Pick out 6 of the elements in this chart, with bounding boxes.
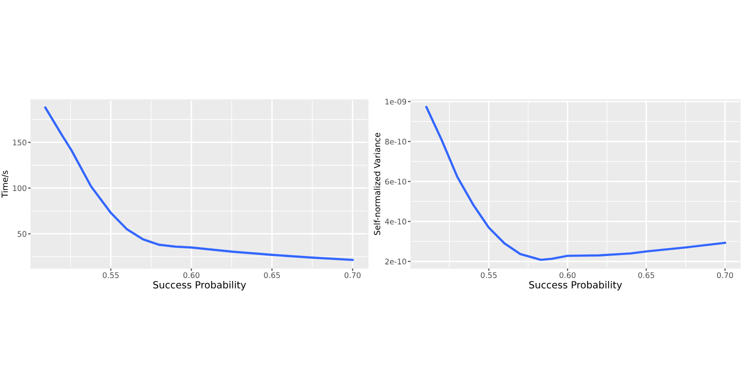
line-series bbox=[44, 106, 354, 261]
line-series bbox=[425, 106, 726, 261]
y-axis-title: Self-normalized Variance bbox=[374, 132, 380, 236]
x-axis-title: Success Probability bbox=[529, 280, 622, 290]
x-axis-title: Success Probability bbox=[153, 280, 246, 290]
y-axis-title: Time/s bbox=[1, 170, 9, 198]
